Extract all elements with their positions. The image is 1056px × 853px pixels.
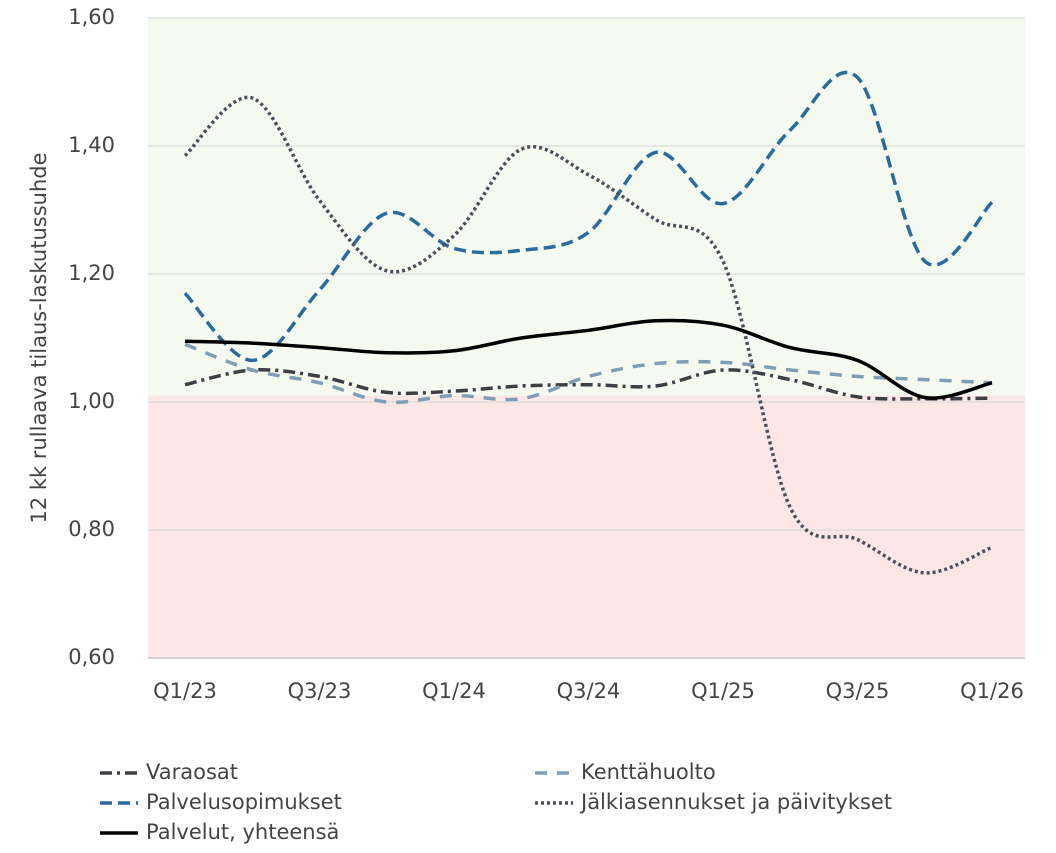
y-tick-label: 1,40	[68, 133, 115, 157]
background-band	[148, 18, 1025, 396]
y-tick-label: 1,00	[68, 389, 115, 413]
series-line	[183, 95, 993, 575]
x-tick-label: Q1/26	[960, 679, 1024, 703]
legend-label: Palvelut, yhteensä	[146, 820, 339, 844]
x-tick-label: Q1/23	[153, 679, 217, 703]
x-tick-label: Q3/23	[288, 679, 352, 703]
x-tick-label: Q1/24	[422, 679, 486, 703]
legend-label: Palvelusopimukset	[146, 790, 342, 814]
y-tick-label: 1,60	[68, 5, 115, 29]
y-tick-label: 0,80	[68, 517, 115, 541]
series-line	[184, 342, 993, 405]
series-line	[184, 367, 993, 401]
x-tick-label: Q3/24	[557, 679, 621, 703]
x-tick-label: Q1/25	[691, 679, 755, 703]
series-line	[184, 318, 993, 400]
legend-label: Jälkiasennukset ja päivitykset	[579, 790, 892, 814]
legend-label: Kenttähuolto	[581, 760, 716, 784]
y-tick-label: 0,60	[68, 645, 115, 669]
legend-label: Varaosat	[146, 760, 238, 784]
y-tick-label: 1,20	[68, 261, 115, 285]
x-tick-label: Q3/25	[826, 679, 890, 703]
y-axis-label: 12 kk rullaava tilaus-laskutussuhde	[27, 152, 51, 523]
background-band	[148, 395, 1025, 658]
